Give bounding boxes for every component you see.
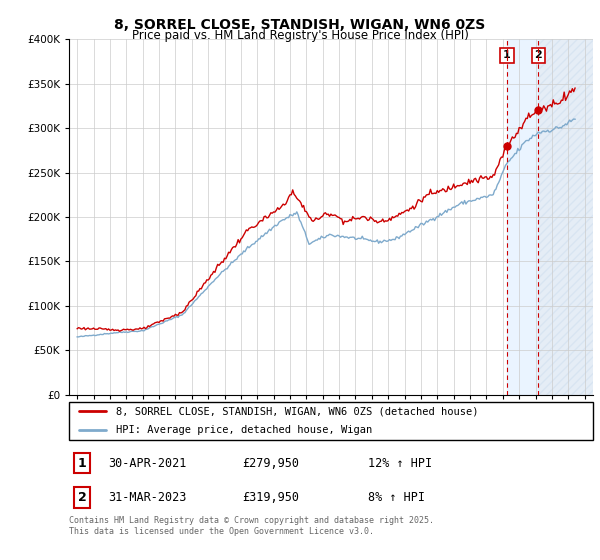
Text: £319,950: £319,950 [242,491,299,504]
FancyBboxPatch shape [69,402,593,440]
Text: 8, SORREL CLOSE, STANDISH, WIGAN, WN6 0ZS (detached house): 8, SORREL CLOSE, STANDISH, WIGAN, WN6 0Z… [116,406,479,416]
Text: £279,950: £279,950 [242,457,299,470]
Text: 2: 2 [535,50,542,60]
Text: 1: 1 [503,50,511,60]
Text: 1: 1 [78,457,86,470]
Text: 2: 2 [78,491,86,504]
Text: HPI: Average price, detached house, Wigan: HPI: Average price, detached house, Wiga… [116,425,373,435]
Text: Contains HM Land Registry data © Crown copyright and database right 2025.
This d: Contains HM Land Registry data © Crown c… [69,516,434,536]
Text: 8, SORREL CLOSE, STANDISH, WIGAN, WN6 0ZS: 8, SORREL CLOSE, STANDISH, WIGAN, WN6 0Z… [115,18,485,32]
Text: 8% ↑ HPI: 8% ↑ HPI [368,491,425,504]
Text: 31-MAR-2023: 31-MAR-2023 [108,491,187,504]
Text: 12% ↑ HPI: 12% ↑ HPI [368,457,431,470]
Bar [538,39,593,395]
Text: 30-APR-2021: 30-APR-2021 [108,457,187,470]
Bar [507,39,538,395]
Text: Price paid vs. HM Land Registry's House Price Index (HPI): Price paid vs. HM Land Registry's House … [131,29,469,41]
